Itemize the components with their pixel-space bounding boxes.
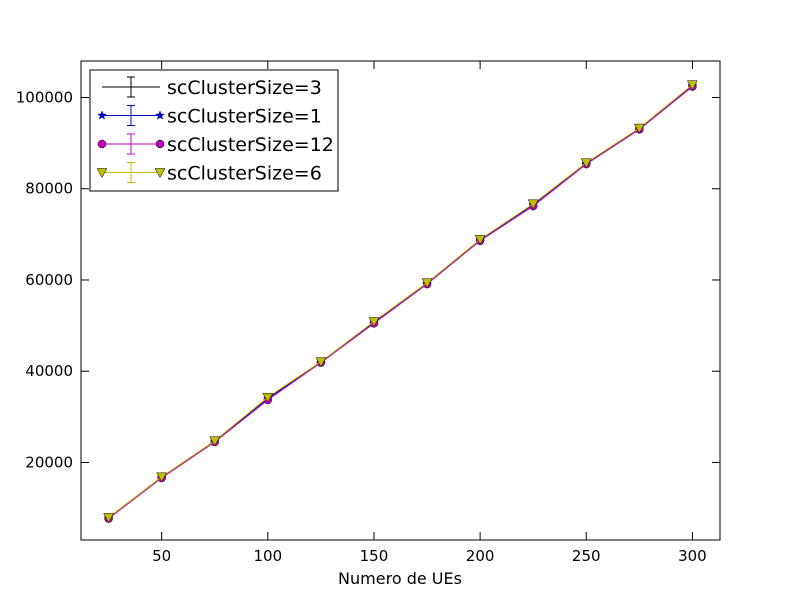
legend-entry: scClusterSize=6 <box>96 162 322 185</box>
data-point <box>527 199 539 210</box>
data-point <box>209 436 221 447</box>
legend: scClusterSize=3 scClusterSize=1 scClusterS… <box>89 69 339 192</box>
x-axis-title: Numero de UEs <box>338 569 462 588</box>
series-3 <box>103 80 698 523</box>
y-tick-label: 100000 <box>16 88 73 106</box>
x-tick-label: 200 <box>466 547 495 565</box>
legend-entry: scClusterSize=3 <box>102 76 322 99</box>
x-tick-label: 50 <box>152 547 171 565</box>
y-tick-label: 20000 <box>25 453 73 471</box>
data-point <box>633 123 645 134</box>
y-tick-label: 60000 <box>25 271 73 289</box>
legend-marker <box>97 110 107 120</box>
legend-marker <box>96 168 108 179</box>
legend-entry: scClusterSize=1 <box>97 105 322 128</box>
legend-label: scClusterSize=1 <box>167 106 322 128</box>
legend-marker <box>155 139 165 149</box>
legend-label: scClusterSize=12 <box>167 134 334 156</box>
ticks-layer: 50 100 150 200 250 300 20000 40000 60000 80000 100… <box>16 61 720 565</box>
data-point <box>262 392 274 403</box>
legend-marker <box>97 139 107 149</box>
x-tick-label: 250 <box>572 547 601 565</box>
data-point <box>580 158 592 169</box>
series-line <box>108 84 693 518</box>
series-layer <box>103 80 698 523</box>
legend-entry: scClusterSize=12 <box>97 133 334 156</box>
data-point <box>421 278 433 289</box>
legend-label: scClusterSize=6 <box>167 163 322 185</box>
legend-label: scClusterSize=3 <box>167 77 322 99</box>
y-tick-label: 40000 <box>25 362 73 380</box>
data-point <box>103 513 115 523</box>
legend-marker <box>154 168 166 179</box>
data-point <box>686 80 698 91</box>
series-line <box>108 86 693 519</box>
x-tick-label: 100 <box>253 547 282 565</box>
x-tick-label: 300 <box>678 547 707 565</box>
data-point <box>368 317 380 327</box>
legend-marker <box>155 110 165 120</box>
x-tick-label: 150 <box>360 547 389 565</box>
data-point <box>315 357 327 368</box>
y-tick-label: 80000 <box>25 180 73 198</box>
plot-frame <box>80 60 721 541</box>
data-point <box>474 235 486 245</box>
data-point <box>156 472 168 483</box>
